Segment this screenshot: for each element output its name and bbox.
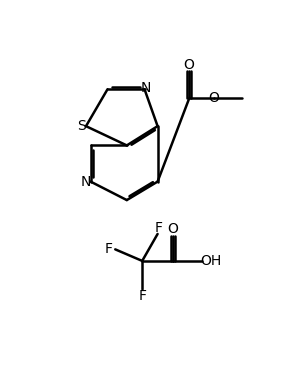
Text: S: S	[77, 119, 86, 133]
Text: N: N	[81, 175, 91, 189]
Text: F: F	[154, 221, 162, 235]
Text: F: F	[105, 242, 113, 257]
Text: OH: OH	[200, 254, 221, 268]
Text: O: O	[208, 91, 219, 106]
Text: F: F	[138, 288, 146, 303]
Text: N: N	[141, 81, 151, 95]
Text: O: O	[168, 222, 178, 236]
Text: O: O	[184, 58, 195, 71]
